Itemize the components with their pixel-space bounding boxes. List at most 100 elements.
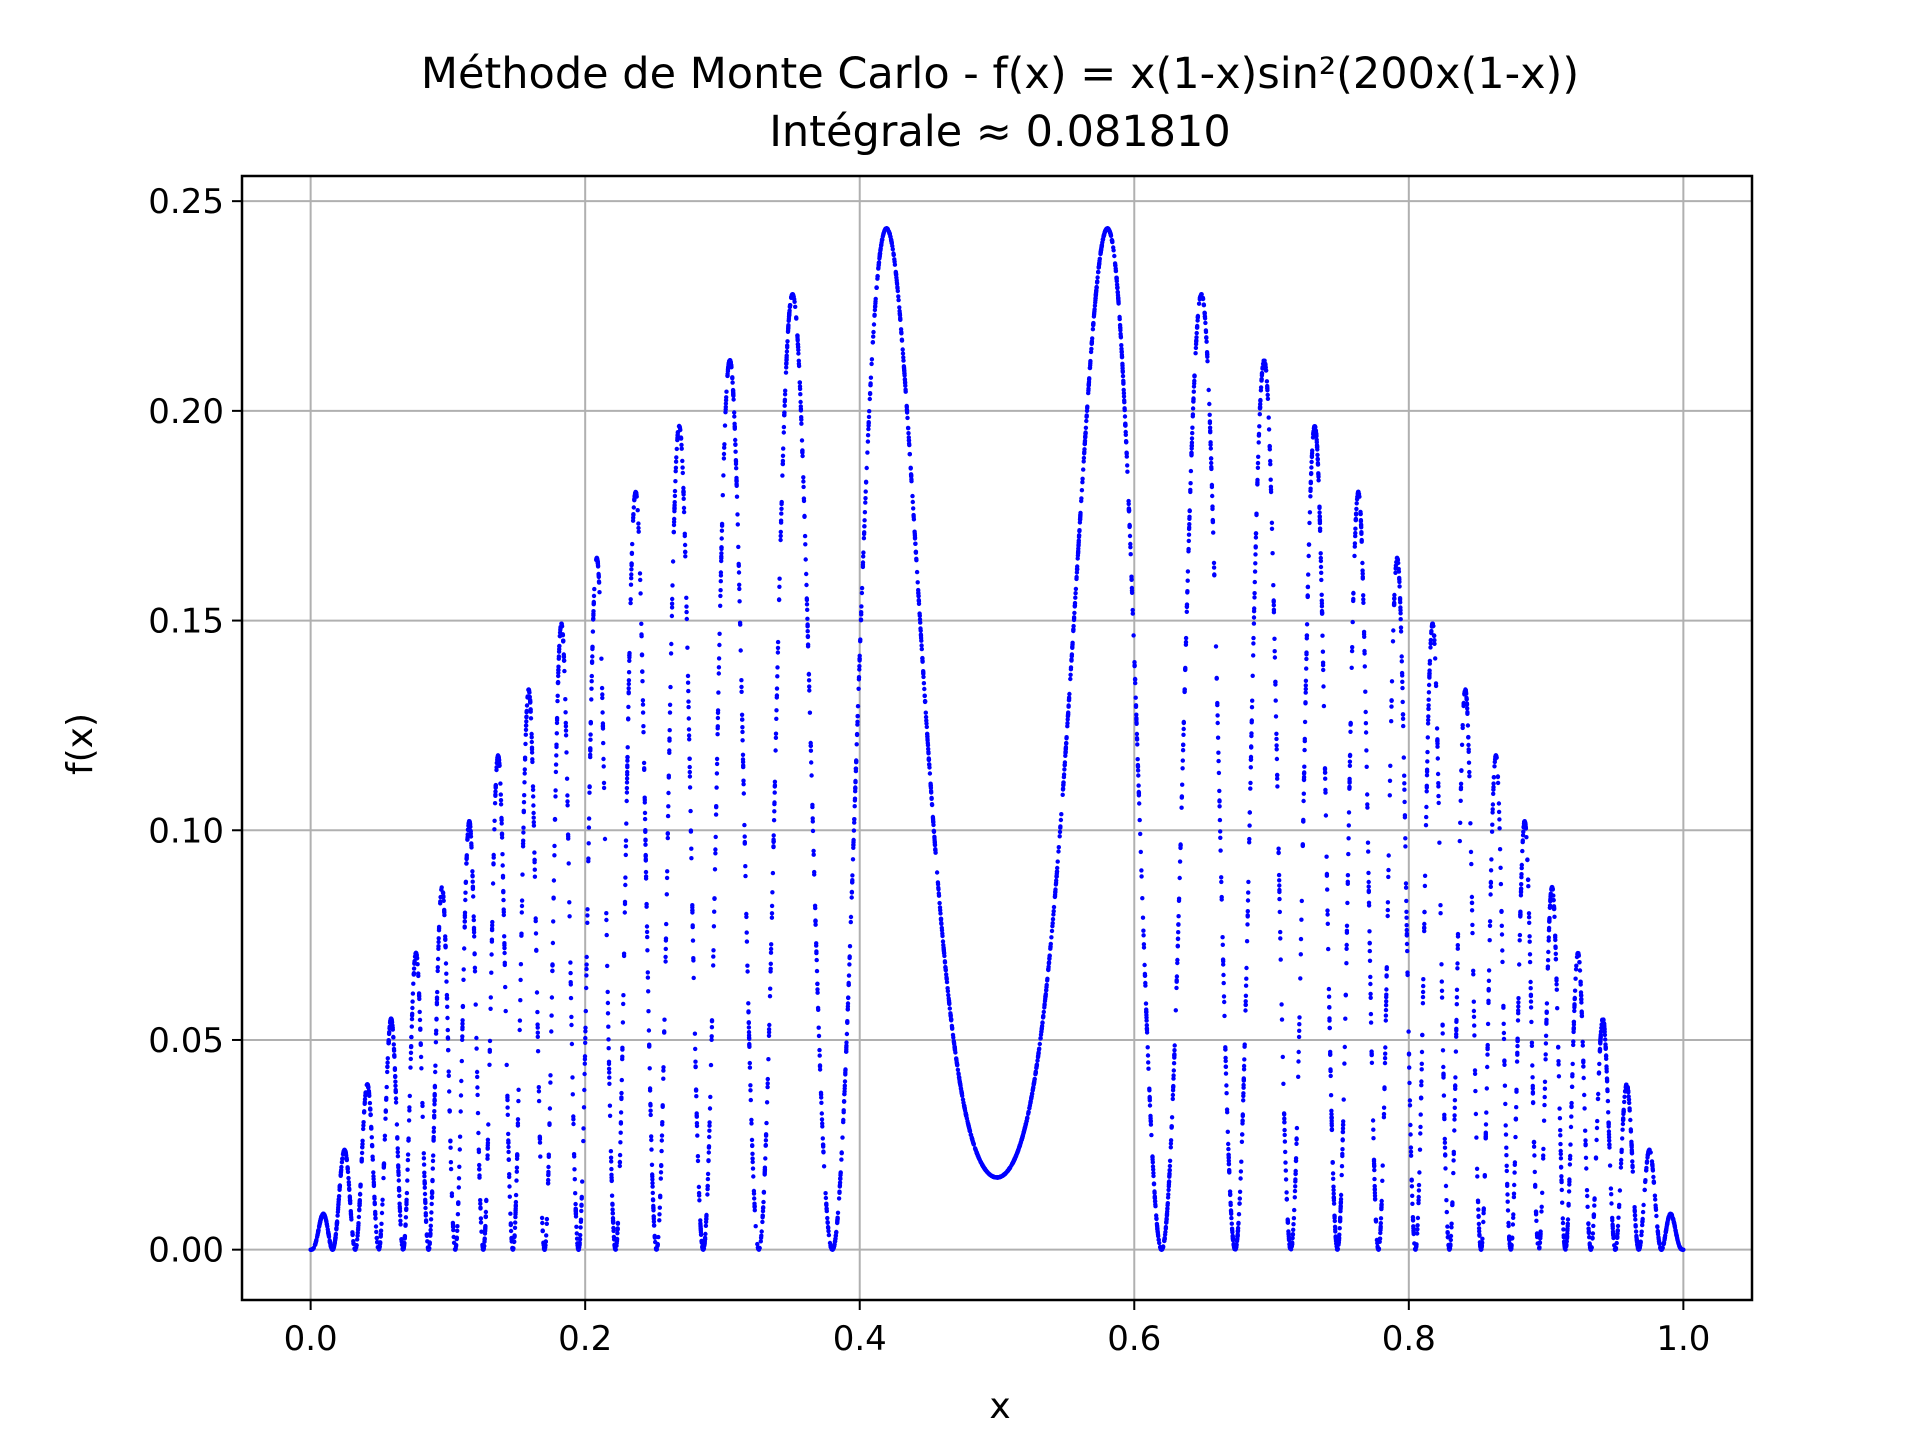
data-point [1132, 660, 1137, 665]
data-point [1251, 635, 1256, 641]
data-point [1180, 748, 1186, 753]
data-point [815, 981, 820, 987]
data-point [683, 554, 688, 559]
data-point [1587, 1242, 1593, 1248]
data-point [505, 1105, 510, 1110]
data-point [1252, 579, 1258, 585]
data-point [552, 853, 557, 858]
data-point [624, 780, 630, 785]
data-point [718, 593, 723, 599]
data-point [684, 604, 689, 609]
data-point [1367, 958, 1373, 963]
data-point [455, 1212, 461, 1217]
data-point [809, 760, 814, 765]
data-point [1228, 1208, 1234, 1213]
data-point [679, 446, 684, 451]
data-point [1272, 655, 1278, 660]
data-point [1512, 1170, 1517, 1175]
data-point [811, 852, 816, 857]
data-point [1380, 1163, 1385, 1168]
data-point [650, 1197, 656, 1202]
data-point [774, 708, 779, 713]
data-point [674, 446, 679, 452]
data-point [1136, 789, 1142, 795]
data-point [421, 1151, 426, 1156]
data-point [1569, 1114, 1574, 1119]
data-point [1166, 1192, 1171, 1197]
data-point [1618, 1161, 1624, 1166]
data-point [853, 789, 858, 794]
data-point [1077, 517, 1083, 522]
data-point [430, 1166, 435, 1171]
data-point [1459, 768, 1464, 773]
data-point [393, 1083, 398, 1089]
data-point [1215, 720, 1220, 726]
data-point [947, 1006, 952, 1011]
data-point [1501, 1036, 1507, 1042]
data-point [1620, 1127, 1625, 1132]
data-point [1239, 1159, 1244, 1164]
data-point [771, 818, 777, 823]
data-point [361, 1123, 366, 1128]
data-point [1145, 1053, 1151, 1058]
data-point [1219, 894, 1224, 900]
data-point [741, 791, 746, 796]
data-point [1252, 569, 1258, 574]
data-point [535, 1022, 540, 1027]
data-point [611, 1234, 617, 1240]
data-point [796, 351, 801, 356]
data-point [1403, 836, 1408, 841]
data-point [1207, 412, 1212, 417]
data-point [404, 1190, 410, 1196]
data-point [393, 1096, 399, 1101]
data-point [1616, 1215, 1621, 1220]
data-point [584, 962, 589, 967]
data-point [451, 1234, 456, 1240]
data-point [1398, 625, 1404, 630]
data-point [662, 1030, 667, 1035]
data-point [1398, 608, 1403, 613]
data-point [419, 1066, 424, 1071]
data-point [768, 966, 773, 971]
data-point [611, 1225, 616, 1231]
data-point [672, 493, 678, 499]
data-point [553, 794, 558, 799]
data-point [795, 336, 800, 342]
data-point [760, 1205, 766, 1211]
chart-title: Méthode de Monte Carlo - f(x) = x(1-x)si… [421, 49, 1579, 99]
data-point [1292, 1207, 1297, 1213]
data-point [332, 1239, 338, 1244]
data-point [507, 1194, 512, 1199]
data-point [492, 801, 498, 806]
data-point [1360, 560, 1365, 566]
data-point [1251, 615, 1257, 620]
data-point [834, 1229, 839, 1235]
data-point [1484, 1110, 1489, 1115]
data-point [1133, 695, 1138, 700]
data-point [588, 732, 593, 737]
data-point [774, 693, 780, 698]
data-point [1275, 776, 1280, 781]
data-point [1294, 1136, 1299, 1141]
data-point [1584, 1166, 1589, 1171]
data-point [1347, 759, 1353, 764]
data-point [857, 664, 862, 669]
data-point [1438, 903, 1443, 908]
data-point [488, 1006, 493, 1011]
data-point [519, 898, 525, 903]
data-point [1436, 781, 1441, 786]
data-point [564, 750, 569, 755]
data-point [1610, 1231, 1616, 1236]
data-point [903, 387, 908, 392]
data-point [1471, 972, 1476, 977]
data-point [1485, 1052, 1490, 1057]
data-point [1566, 1203, 1571, 1208]
data-point [1492, 759, 1498, 765]
data-point [600, 721, 606, 726]
data-point [1597, 1061, 1602, 1067]
data-point [561, 658, 567, 663]
data-point [532, 867, 537, 872]
data-point [1367, 941, 1372, 946]
data-point [1339, 1172, 1344, 1178]
data-point [1526, 884, 1531, 889]
